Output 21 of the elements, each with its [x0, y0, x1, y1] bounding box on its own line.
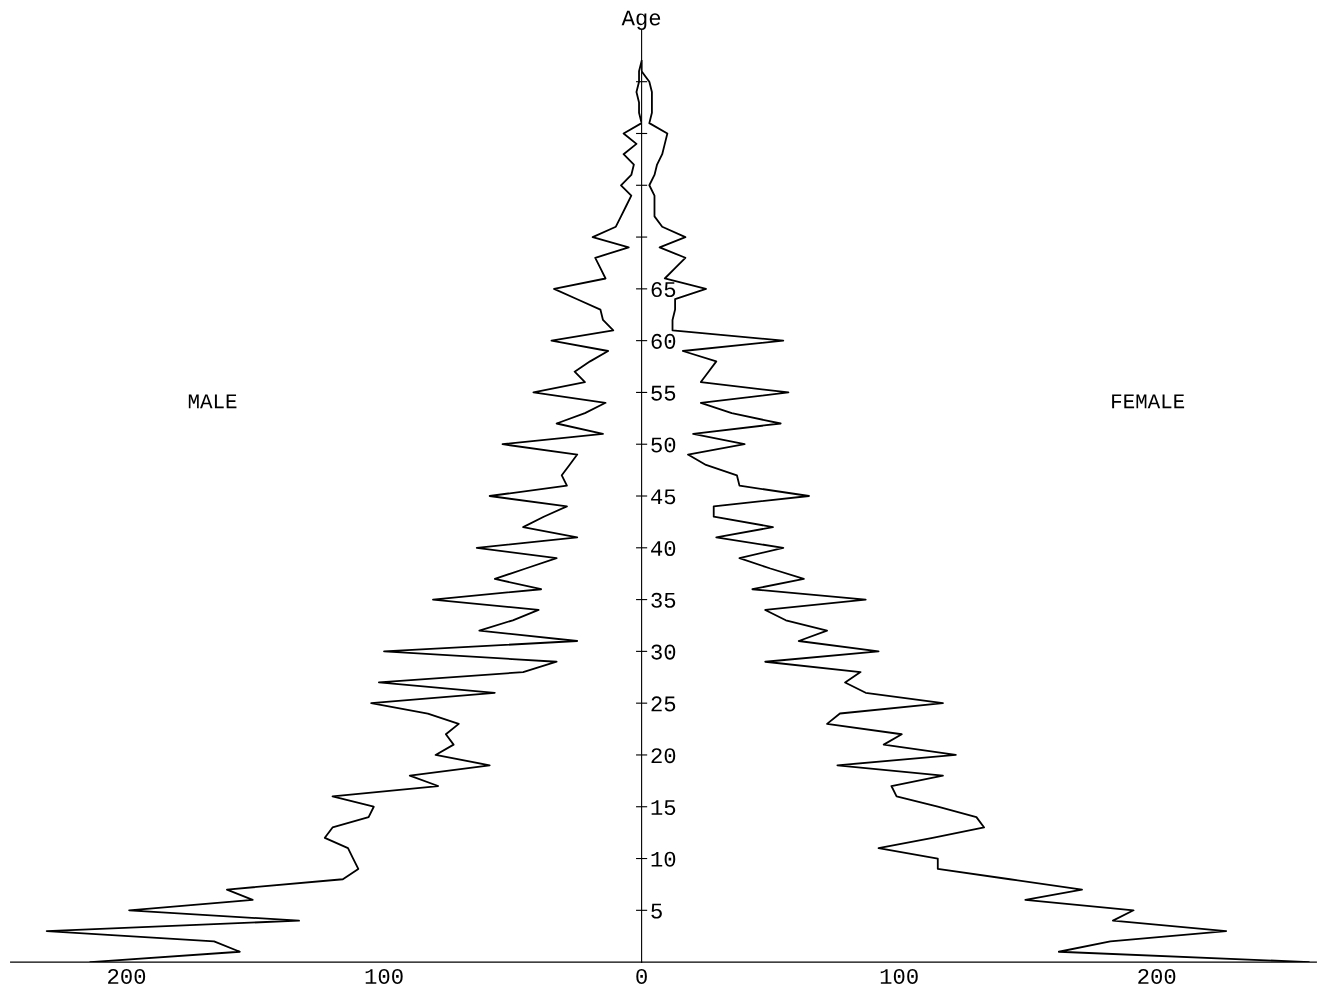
y-tick-label: 25 — [651, 696, 676, 712]
x-tick-label: 100 — [365, 968, 403, 984]
x-tick-label: 0 — [636, 968, 647, 984]
y-tick-label: 30 — [651, 644, 676, 660]
text: MALE — [188, 394, 237, 409]
y-tick-label: 10 — [651, 851, 676, 867]
x-tick-label: 200 — [108, 968, 146, 984]
y-tick-label: 50 — [651, 437, 676, 453]
y-tick-label: 65 — [651, 282, 676, 298]
y-tick-label: 20 — [651, 748, 676, 764]
y-axis-title: Age — [621, 10, 661, 30]
y-tick-label: 55 — [651, 385, 676, 401]
y-tick-label: 35 — [651, 592, 676, 608]
x-tick-label: 200 — [1138, 968, 1176, 984]
x-tick-label: 100 — [880, 968, 918, 984]
y-tick-label: 40 — [651, 540, 676, 557]
y-tick-label: 5 — [651, 903, 662, 919]
y-tick-label: 45 — [651, 489, 676, 505]
text: FEMALE — [1112, 394, 1185, 409]
y-tick-label: 15 — [651, 800, 676, 816]
y-tick-label: 60 — [651, 333, 676, 349]
